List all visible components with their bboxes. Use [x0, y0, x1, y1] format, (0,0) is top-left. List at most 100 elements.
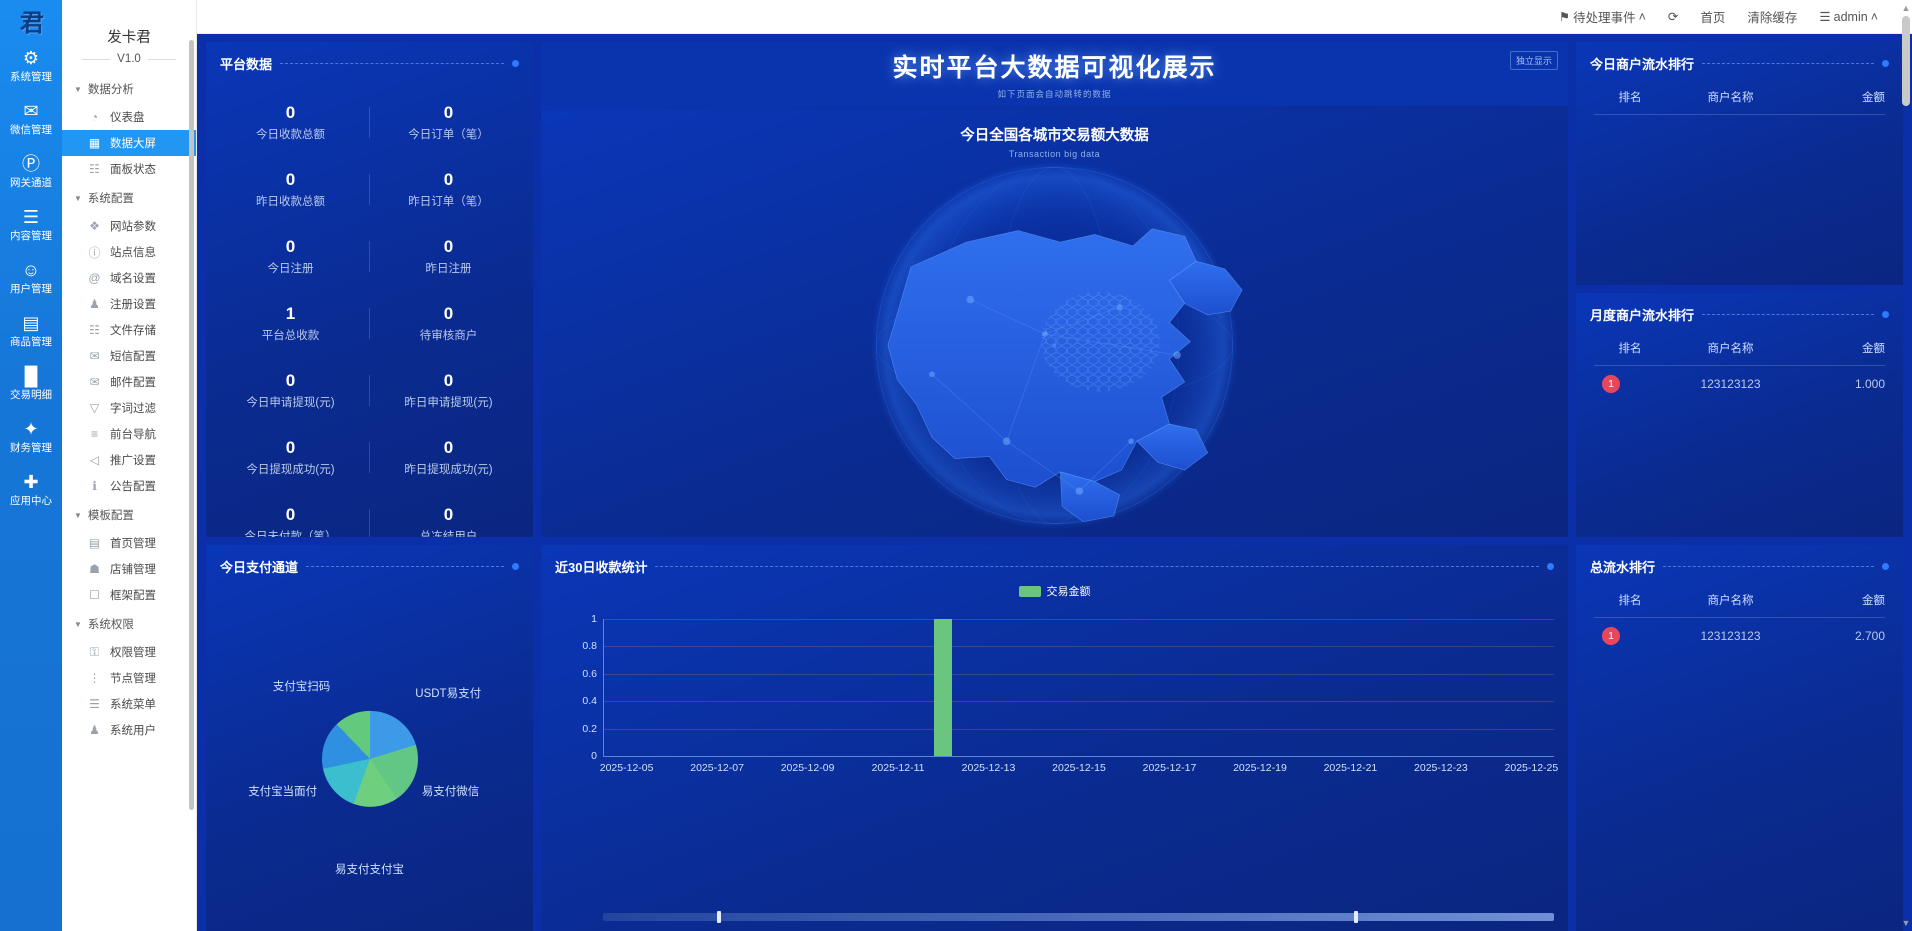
- sidebar-item-短信配置[interactable]: ✉ 短信配置: [62, 343, 196, 369]
- bar-2025-12-12[interactable]: [934, 619, 953, 756]
- rail-glyph-icon: ▤: [22, 313, 40, 333]
- standalone-display-button[interactable]: 独立显示: [1509, 51, 1558, 70]
- rail-item-wechat[interactable]: ✉ 微信管理: [0, 91, 62, 144]
- rail-item-label: 系统管理: [10, 71, 52, 83]
- pie-slice-label: 易支付微信: [421, 786, 480, 799]
- rank-header-row: 排名 商户名称 金额: [1594, 330, 1885, 366]
- sidebar-item-网站参数[interactable]: ❖ 网站参数: [62, 213, 196, 239]
- pending-events-button[interactable]: ⚑ 待处理事件 ˄: [1559, 7, 1646, 26]
- sidebar-item-前台导航[interactable]: ≡ 前台导航: [62, 421, 196, 447]
- app-logo: 君: [20, 9, 44, 37]
- rail-item-label: 内容管理: [10, 230, 52, 242]
- status-badge: 1: [1602, 375, 1620, 393]
- rank-column-header: 金额: [1862, 343, 1885, 355]
- stat-今日收款总额: 0 今日收款总额: [212, 89, 369, 156]
- rail-glyph-icon: ✉: [23, 101, 39, 121]
- sidebar-item-域名设置[interactable]: @ 域名设置: [62, 265, 196, 291]
- sidebar-item-仪表盘[interactable]: ◔ 仪表盘: [62, 104, 196, 130]
- scroll-up-arrow[interactable]: ▲: [1901, 3, 1911, 13]
- hero-card: 实时平台大数据可视化展示 如下页面会自动跳转的数据 独立显示 今日全国各城市交易…: [541, 42, 1568, 537]
- sidebar-item-文件存储[interactable]: ☷ 文件存储: [62, 317, 196, 343]
- sidebar-item-框架配置[interactable]: ☐ 框架配置: [62, 582, 196, 608]
- sidebar-item-系统菜单[interactable]: ☰ 系统菜单: [62, 691, 196, 717]
- rail-item-content[interactable]: ☰ 内容管理: [0, 197, 62, 250]
- stat-label: 昨日注册: [425, 263, 472, 275]
- page-scrollbar[interactable]: [1902, 16, 1910, 106]
- refresh-button[interactable]: ⟳: [1668, 9, 1678, 24]
- title-dashed-line: [280, 63, 504, 64]
- sidebar-item-面板状态[interactable]: ☷ 面板状态: [62, 156, 196, 182]
- bar-chart-plot[interactable]: 0 0.2 0.4 0.6 0.8 1 2025-12-05 2025-12-07 2025-1…: [582, 613, 1558, 774]
- title-dashed-line: [1702, 63, 1874, 64]
- rail-item-user[interactable]: ☺ 用户管理: [0, 250, 62, 303]
- home-button[interactable]: 首页: [1700, 11, 1726, 25]
- brand-version: V1.0: [62, 53, 196, 73]
- sidebar-item-数据大屏[interactable]: ▦ 数据大屏: [62, 130, 196, 156]
- rail-item-trade[interactable]: █ 交易明细: [0, 356, 62, 409]
- rank-today-title-row: 今日商户流水排行: [1576, 42, 1903, 73]
- sidebar-item-首页管理[interactable]: ▤ 首页管理: [62, 530, 196, 556]
- platform-data-title: 平台数据: [220, 57, 273, 72]
- sidebar-item-字词过滤[interactable]: ▽ 字词过滤: [62, 395, 196, 421]
- stat-今日注册: 0 今日注册: [212, 223, 369, 290]
- title-dot: [512, 60, 519, 67]
- sidebar-item-推广设置[interactable]: ◁ 推广设置: [62, 447, 196, 473]
- sidebar-item-label: 公告配置: [110, 481, 156, 493]
- sidebar-item-系统用户[interactable]: ♟ 系统用户: [62, 717, 196, 743]
- stat-value: 1: [285, 304, 296, 323]
- chevron-up-icon: ˄: [1638, 9, 1646, 24]
- china-map-svg: [870, 161, 1243, 530]
- menu-item-icon: ℹ: [92, 479, 97, 493]
- menu-group-数据分析[interactable]: ▼ 数据分析: [62, 73, 196, 104]
- china-map-visual[interactable]: [541, 154, 1568, 537]
- sidebar-item-label: 注册设置: [110, 299, 156, 311]
- x-axis-tick-label: 2025-12-11: [871, 762, 925, 774]
- rail-item-finance[interactable]: ✦ 财务管理: [0, 409, 62, 462]
- sidebar-item-邮件配置[interactable]: ✉ 邮件配置: [62, 369, 196, 395]
- rank-today-title: 今日商户流水排行: [1590, 57, 1695, 72]
- table-row[interactable]: 1 123123123 1.000: [1594, 366, 1885, 402]
- chart-legend[interactable]: 交易金额: [1018, 583, 1091, 599]
- scroll-down-arrow[interactable]: ▼: [1901, 918, 1911, 928]
- rank-column-header: 排名: [1618, 92, 1642, 104]
- table-row[interactable]: 1 123123123 2.700: [1594, 618, 1885, 654]
- rank-today-table: 排名 商户名称 金额: [1576, 73, 1903, 115]
- sidebar-item-店铺管理[interactable]: ☗ 店铺管理: [62, 556, 196, 582]
- sidebar-item-注册设置[interactable]: ♟ 注册设置: [62, 291, 196, 317]
- slider-handle-left[interactable]: [717, 911, 722, 923]
- user-menu-button[interactable]: ☰ admin ˄: [1819, 9, 1878, 25]
- rail-item-apps[interactable]: ✚ 应用中心: [0, 462, 62, 515]
- menu-group-系统配置[interactable]: ▼ 系统配置: [62, 182, 196, 213]
- menu-scrollbar[interactable]: [189, 40, 194, 810]
- brand-title: 发卡君: [107, 30, 151, 46]
- sidebar-item-label: 节点管理: [110, 673, 156, 685]
- dashboard-screen: ⚑ 待处理事件 ˄ ⟳ 首页 清除缓存 ☰ admin ˄ ▲ ▼ 平台数据 0…: [197, 0, 1912, 931]
- sidebar-item-label: 权限管理: [110, 647, 156, 659]
- rail-item-system[interactable]: ⚙ 系统管理: [0, 38, 62, 91]
- hero-header: 实时平台大数据可视化展示 如下页面会自动跳转的数据: [541, 42, 1568, 106]
- clear-cache-button[interactable]: 清除缓存: [1747, 11, 1798, 25]
- rail-item-goods[interactable]: ▤ 商品管理: [0, 303, 62, 356]
- title-dot: [1882, 311, 1889, 318]
- menu-item-icon: ☷: [89, 162, 100, 176]
- rank-column-header: 排名: [1618, 595, 1642, 607]
- slider-handle-right[interactable]: [1354, 911, 1359, 923]
- rail-item-label: 交易明细: [10, 389, 52, 401]
- pie-chart[interactable]: [321, 710, 418, 807]
- sidebar-item-节点管理[interactable]: ⋮ 节点管理: [62, 665, 196, 691]
- sidebar-item-站点信息[interactable]: ⓘ 站点信息: [62, 239, 196, 265]
- menu-group-label: 系统权限: [87, 619, 134, 631]
- rail-item-gateway[interactable]: Ⓟ 网关通道: [0, 144, 62, 197]
- stat-value: 0: [443, 304, 454, 323]
- menu-group-label: 系统配置: [87, 193, 134, 205]
- menu-item-icon: ▦: [88, 136, 101, 150]
- stat-今日提现成功(元): 0 今日提现成功(元): [212, 424, 369, 491]
- sidebar-item-公告配置[interactable]: ℹ 公告配置: [62, 473, 196, 499]
- chart-range-slider[interactable]: [603, 911, 1554, 923]
- sidebar-item-权限管理[interactable]: ⚿ 权限管理: [62, 639, 196, 665]
- menu-group-模板配置[interactable]: ▼ 模板配置: [62, 499, 196, 530]
- rank-today-card: 今日商户流水排行 排名 商户名称 金额: [1576, 42, 1903, 285]
- stat-value: 0: [443, 237, 454, 256]
- menu-item-icon: ✉: [89, 375, 100, 389]
- menu-group-系统权限[interactable]: ▼ 系统权限: [62, 608, 196, 639]
